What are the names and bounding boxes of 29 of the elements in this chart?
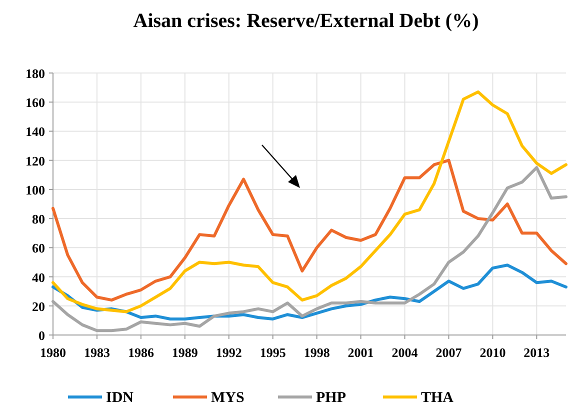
legend-label: MYS [211,390,244,406]
x-tick-label: 2010 [480,345,506,360]
x-tick-label: 1983 [84,345,110,360]
y-tick-label: 180 [26,66,45,81]
x-tick-label: 1998 [304,345,330,360]
y-tick-label: 160 [26,95,45,110]
x-tick-label: 1995 [260,345,286,360]
y-tick-label: 80 [32,212,45,227]
y-tick-label: 60 [32,240,45,256]
x-tick-label: 1989 [172,345,198,360]
x-tick-label: 2004 [392,345,418,360]
x-tick-label: 2013 [524,345,550,360]
y-tick-label: 0 [38,328,45,343]
chart-title: Aisan crises: Reserve/External Debt (%) [133,10,479,32]
legend-label: PHP [316,390,346,406]
y-tick-label: 120 [26,153,45,168]
line-series [52,158,568,302]
y-tick-label: 100 [26,182,45,198]
y-tick-label: 40 [32,270,45,285]
legend-label: IDN [106,390,134,406]
x-tick-label: 1980 [40,345,66,360]
x-tick-label: 1992 [216,345,242,360]
line-series [52,90,568,314]
legend-label: THA [421,390,454,406]
x-tick-label: 1986 [128,345,154,360]
x-tick-label: 2007 [436,345,462,360]
y-tick-label: 20 [32,298,45,314]
x-tick-label: 2001 [348,345,374,360]
y-tick-label: 140 [26,124,45,140]
